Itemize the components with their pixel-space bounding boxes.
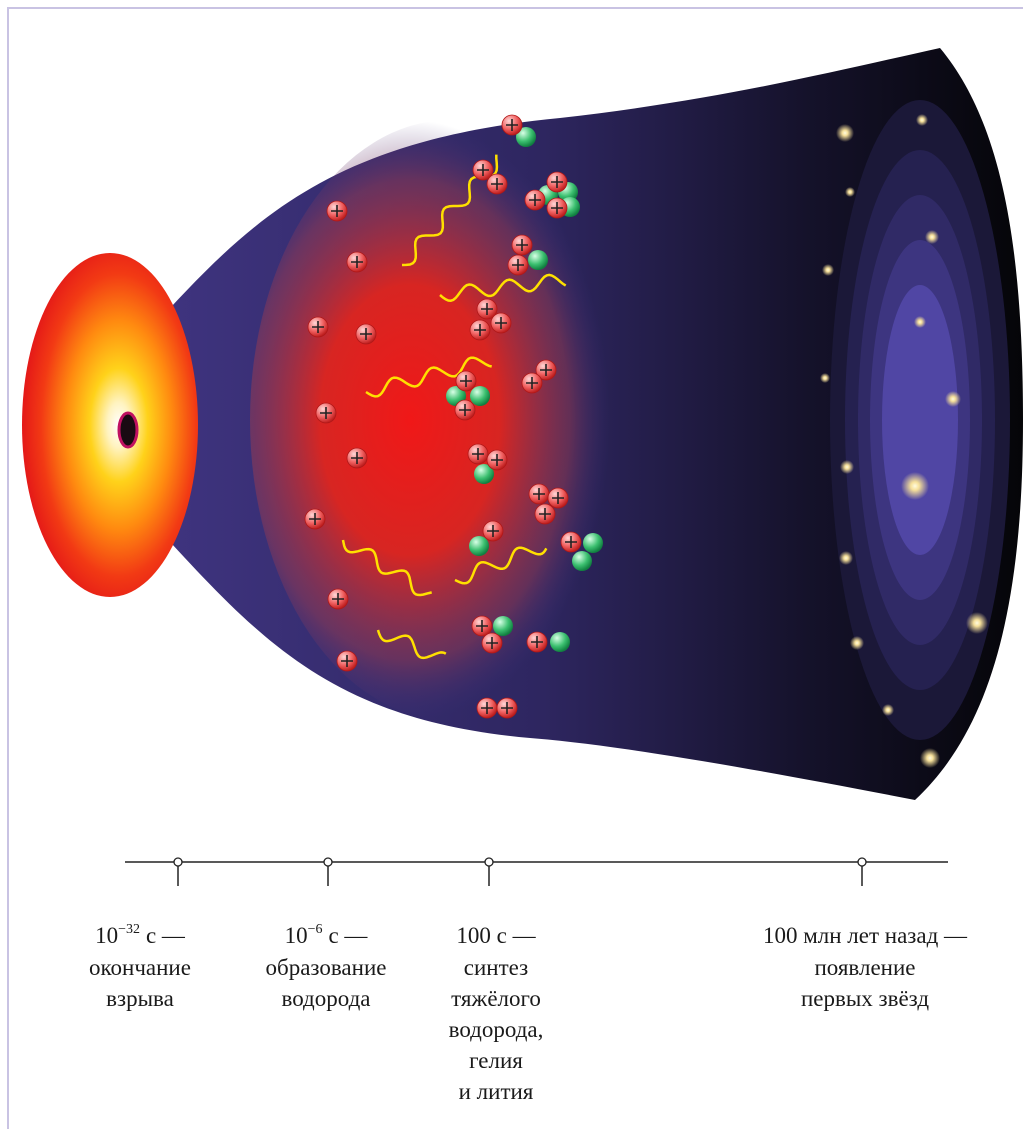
proton-sign xyxy=(491,178,503,190)
proton-sign xyxy=(491,454,503,466)
singularity xyxy=(117,411,139,449)
proton-sign xyxy=(312,321,324,333)
event-description: появление xyxy=(814,955,915,980)
star xyxy=(840,460,854,474)
photon xyxy=(341,539,432,597)
proton-sign xyxy=(477,164,489,176)
proton-sign xyxy=(533,488,545,500)
proton-sign xyxy=(565,536,577,548)
timeline-marker xyxy=(323,857,333,867)
star xyxy=(820,373,830,383)
proton-sign xyxy=(351,256,363,268)
event-description: синтез xyxy=(464,955,528,980)
star xyxy=(914,316,926,328)
proton-sign xyxy=(341,655,353,667)
proton-sign xyxy=(309,513,321,525)
neutron xyxy=(474,464,494,484)
proton-sign xyxy=(351,452,363,464)
proton-sign xyxy=(481,303,493,315)
event-description: первых звёзд xyxy=(801,986,929,1011)
photon xyxy=(365,356,493,398)
neutron xyxy=(528,250,548,270)
event-description: гелия xyxy=(469,1048,523,1073)
timeline-marker xyxy=(484,857,494,867)
event-description: водорода, xyxy=(449,1017,544,1042)
neutron xyxy=(550,632,570,652)
timeline-marker xyxy=(857,857,867,867)
neutron xyxy=(469,536,489,556)
galaxy xyxy=(830,100,1010,740)
proton-sign xyxy=(460,375,472,387)
event-description: и лития xyxy=(459,1079,534,1104)
photon xyxy=(454,546,548,585)
proton-sign xyxy=(512,259,524,271)
proton-sign xyxy=(516,239,528,251)
proton-sign xyxy=(539,508,551,520)
proton-sign xyxy=(551,202,563,214)
event-description: водорода xyxy=(282,986,371,1011)
proton-sign xyxy=(476,620,488,632)
neutron xyxy=(572,551,592,571)
star xyxy=(836,124,854,142)
proton-sign xyxy=(531,636,543,648)
star xyxy=(925,230,939,244)
proton-sign xyxy=(552,492,564,504)
proton-sign xyxy=(331,205,343,217)
proton-sign xyxy=(501,702,513,714)
star xyxy=(901,472,929,500)
event-time: 100 млн лет назад — xyxy=(763,923,968,948)
proton-sign xyxy=(320,407,332,419)
proton-sign xyxy=(487,525,499,537)
proton-sign xyxy=(360,328,372,340)
proton-sign xyxy=(481,702,493,714)
event-time: 10−32 с — xyxy=(95,922,186,948)
proton-sign xyxy=(332,593,344,605)
star xyxy=(916,114,928,126)
star xyxy=(882,704,894,716)
event-description: окончание xyxy=(89,955,191,980)
event-description: взрыва xyxy=(106,986,174,1011)
proton-sign xyxy=(506,119,518,131)
neutron xyxy=(470,386,490,406)
time-base: 10 xyxy=(285,923,308,948)
star xyxy=(966,612,988,634)
star xyxy=(920,748,940,768)
star xyxy=(850,636,864,650)
star xyxy=(839,551,853,565)
event-time: 100 с — xyxy=(456,923,536,948)
proton-sign xyxy=(529,194,541,206)
photon xyxy=(439,273,567,302)
event-description: тяжёлого xyxy=(451,986,541,1011)
time-exponent: −32 xyxy=(118,922,140,937)
proton-sign xyxy=(486,637,498,649)
big-bang xyxy=(22,253,198,597)
proton-sign xyxy=(551,176,563,188)
neutron xyxy=(516,127,536,147)
photon xyxy=(376,629,447,660)
proton-sign xyxy=(526,377,538,389)
star xyxy=(822,264,834,276)
star xyxy=(845,187,855,197)
time-base: 100 с — xyxy=(456,923,536,948)
proton-sign xyxy=(474,324,486,336)
star xyxy=(945,391,961,407)
time-base: 10 xyxy=(95,923,118,948)
proton-sign xyxy=(495,317,507,329)
event-time: 10−6 с — xyxy=(285,922,369,948)
neutron xyxy=(493,616,513,636)
proton-sign xyxy=(472,448,484,460)
neutron xyxy=(583,533,603,553)
event-description: образование xyxy=(266,955,387,980)
frame xyxy=(7,7,1023,1129)
timeline-marker xyxy=(173,857,183,867)
hot-region xyxy=(250,120,650,720)
time-exponent: −6 xyxy=(308,922,323,937)
time-unit: с — xyxy=(146,923,186,948)
proton-sign xyxy=(459,404,471,416)
proton-sign xyxy=(540,364,552,376)
time-unit: с — xyxy=(328,923,368,948)
time-base: 100 млн лет назад — xyxy=(763,923,968,948)
